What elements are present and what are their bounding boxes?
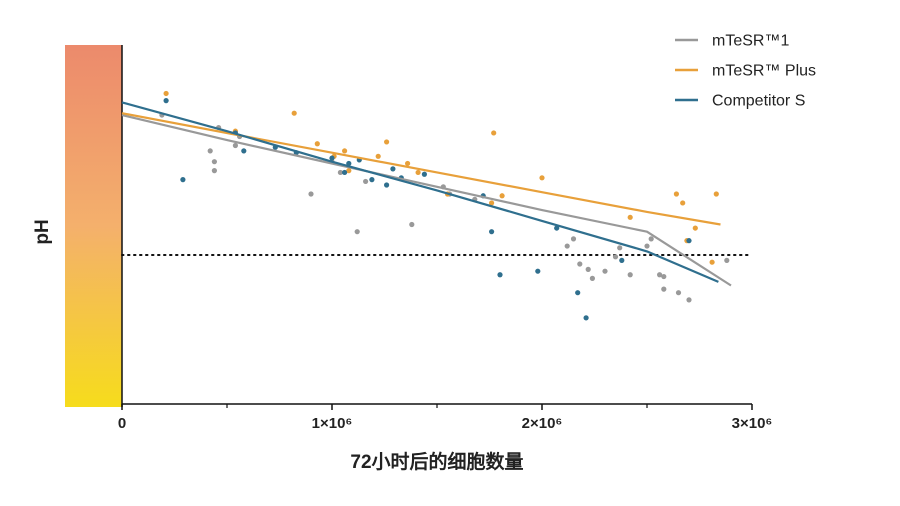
data-point: [241, 148, 247, 154]
data-point: [405, 160, 411, 167]
data-point: [713, 191, 719, 197]
data-point: [589, 275, 596, 281]
trend-line: [121, 113, 732, 287]
data-point: [291, 110, 297, 116]
data-point: [686, 238, 692, 244]
data-point: [180, 177, 186, 183]
data-point: [308, 191, 314, 197]
x-tick-label: 0: [118, 415, 126, 432]
data-point: [539, 175, 545, 181]
data-point: [390, 166, 396, 172]
data-point: [342, 169, 348, 176]
data-point: [644, 243, 650, 249]
legend-label: Competitor S: [712, 93, 805, 110]
data-point: [724, 257, 730, 263]
x-ticks: 0 1×10⁶ 2×10⁶ 3×10⁶: [118, 404, 773, 432]
data-point: [602, 268, 608, 274]
data-point: [489, 200, 495, 206]
data-point: [499, 193, 505, 199]
data-point: [627, 214, 633, 220]
data-point: [583, 315, 589, 321]
data-point: [211, 168, 217, 174]
series-layer: [121, 90, 732, 321]
legend-label: mTeSR™ Plus: [712, 63, 816, 80]
data-point: [673, 191, 680, 197]
data-point: [491, 130, 497, 136]
data-point: [314, 141, 320, 147]
data-point: [342, 148, 348, 154]
data-point: [415, 169, 421, 176]
ph-color-bar: [65, 45, 122, 407]
data-point: [554, 225, 560, 231]
series-group: [163, 98, 692, 321]
data-point: [489, 229, 495, 235]
series-group: [163, 90, 719, 265]
data-point: [535, 268, 541, 274]
data-point: [585, 266, 591, 272]
data-point: [680, 200, 686, 206]
data-point: [709, 259, 715, 265]
data-point: [369, 177, 375, 183]
data-point: [657, 272, 663, 278]
data-point: [207, 148, 213, 154]
trend-line: [121, 112, 721, 226]
data-point: [363, 178, 369, 185]
data-point: [329, 155, 335, 161]
data-point: [497, 272, 503, 278]
data-point: [163, 90, 169, 97]
data-point: [575, 290, 581, 296]
data-point: [384, 182, 390, 188]
series-group: [159, 112, 730, 303]
data-point: [409, 221, 415, 228]
data-point: [337, 169, 343, 176]
legend-label: mTeSR™1: [712, 33, 789, 50]
data-point: [686, 297, 692, 303]
data-point: [346, 168, 352, 174]
data-point: [384, 139, 390, 145]
data-point: [648, 236, 654, 242]
data-point: [661, 273, 667, 280]
data-point: [375, 153, 381, 159]
data-point: [232, 142, 238, 149]
x-tick-label: 1×10⁶: [312, 415, 353, 432]
data-point: [354, 229, 360, 235]
data-point: [564, 243, 570, 249]
data-point: [619, 257, 625, 263]
trend-line: [121, 101, 719, 283]
x-tick-label: 3×10⁶: [732, 415, 773, 432]
data-point: [577, 261, 583, 267]
data-point: [675, 290, 682, 296]
legend: mTeSR™1 mTeSR™ Plus Competitor S: [675, 33, 816, 110]
data-point: [617, 245, 623, 251]
data-point: [612, 254, 619, 260]
data-point: [627, 272, 633, 278]
data-point: [346, 160, 352, 167]
y-axis-title: pH: [32, 219, 53, 244]
data-point: [570, 236, 577, 242]
x-tick-label: 2×10⁶: [522, 415, 563, 432]
data-point: [211, 159, 217, 165]
data-point: [692, 225, 698, 231]
data-point: [661, 286, 667, 292]
data-point: [421, 171, 427, 177]
data-point: [163, 98, 169, 104]
x-axis-title: 72小时后的细胞数量: [350, 450, 523, 473]
